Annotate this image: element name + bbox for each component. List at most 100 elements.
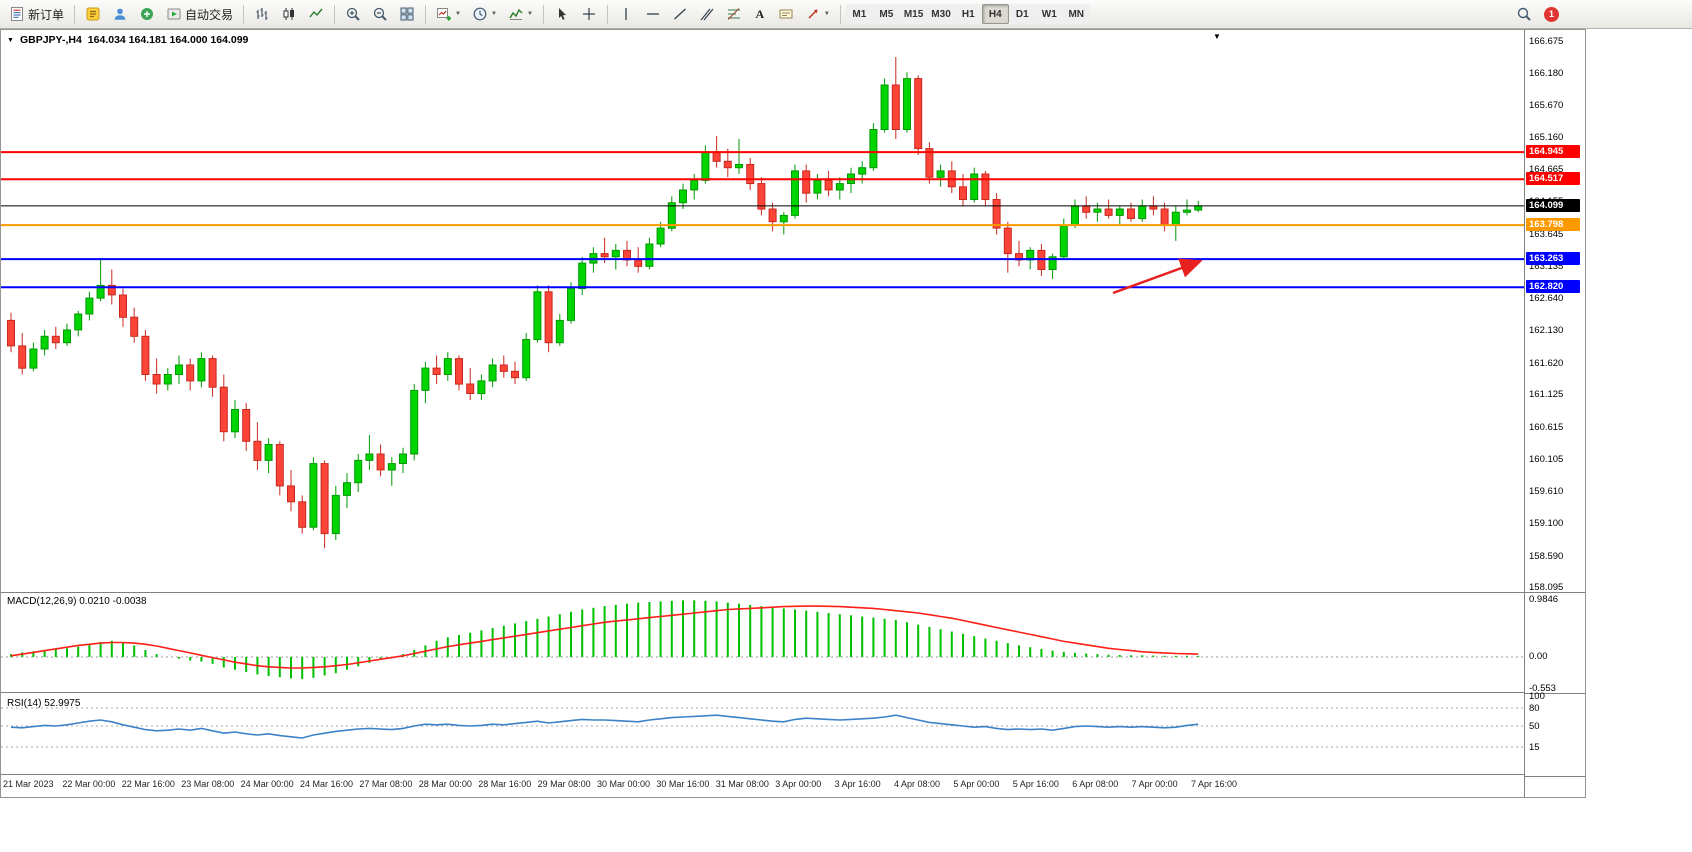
toolbar-separator <box>425 4 427 24</box>
price-tick: 159.610 <box>1529 485 1564 497</box>
channel-button[interactable] <box>694 3 720 26</box>
price-tick: 166.675 <box>1529 36 1564 47</box>
timeframe-h4[interactable]: H4 <box>981 4 1009 24</box>
panel-separator <box>1525 693 1585 694</box>
macd-panel[interactable] <box>1 592 1524 692</box>
macd-tick: 0.9846 <box>1529 594 1559 605</box>
dropdown-caret: ▼ <box>823 11 830 17</box>
search-button[interactable] <box>1511 3 1537 26</box>
rsi-tick: 15 <box>1529 742 1540 753</box>
price-tick: 165.670 <box>1529 100 1564 111</box>
candlesticks-button[interactable] <box>276 3 302 26</box>
price-chart[interactable] <box>1 30 1524 592</box>
price-tick: 158.590 <box>1529 550 1564 562</box>
time-label: 22 Mar 00:00 <box>62 779 116 789</box>
time-label: 28 Mar 00:00 <box>418 779 472 789</box>
tile-windows-button[interactable] <box>394 3 420 26</box>
text-button[interactable]: A <box>748 3 772 26</box>
price-scale[interactable]: 166.675166.180165.670165.160164.665164.1… <box>1524 30 1585 797</box>
text-label-button[interactable] <box>773 3 799 26</box>
macd-tick: -0.553 <box>1529 683 1556 694</box>
dropdown-caret: ▼ <box>526 11 533 17</box>
timeframe-h1[interactable]: H1 <box>954 4 982 24</box>
price-line-label: 163.263 <box>1526 252 1580 266</box>
zoom-out-button[interactable] <box>367 3 393 26</box>
horizontal-line-icon <box>646 13 659 15</box>
new-order-icon <box>11 7 23 21</box>
price-tick: 162.640 <box>1529 292 1564 304</box>
time-label: 30 Mar 16:00 <box>656 779 710 789</box>
chart-shift-marker[interactable]: ▼ <box>1213 32 1221 41</box>
bar-chart-button[interactable] <box>249 3 275 26</box>
zoom-in-button[interactable] <box>340 3 366 26</box>
toolbar-separator <box>334 4 336 24</box>
timeframe-m5[interactable]: M5 <box>872 4 900 24</box>
price-line-label: 164.945 <box>1526 145 1580 159</box>
new-order-button[interactable]: 新订单 <box>4 3 69 26</box>
fibonacci-icon <box>727 8 740 20</box>
time-label: 24 Mar 16:00 <box>300 779 354 789</box>
timeframe-d1[interactable]: D1 <box>1008 4 1036 24</box>
search-icon <box>1517 7 1531 21</box>
vertical-line-button[interactable] <box>613 3 639 26</box>
cursor-button[interactable] <box>549 3 575 26</box>
zoom-out-icon <box>373 7 387 21</box>
trendline-button[interactable] <box>667 3 693 26</box>
new-chart-icon <box>437 8 452 21</box>
new-order-label: 新订单 <box>28 7 65 22</box>
new-chart-button[interactable]: ▼ <box>431 3 466 26</box>
price-tick: 166.180 <box>1529 67 1564 79</box>
indicators-button[interactable]: ▼ <box>503 3 538 26</box>
time-label: 28 Mar 16:00 <box>478 779 532 789</box>
timeframe-mn[interactable]: MN <box>1062 4 1090 24</box>
timeframe-w1[interactable]: W1 <box>1035 4 1063 24</box>
macd-label: MACD(12,26,9) 0.0210 -0.0038 <box>7 596 147 607</box>
market-button[interactable] <box>134 3 160 26</box>
time-axis[interactable]: 21 Mar 2023 22 Mar 00:00 22 Mar 16:00 23 Ma… <box>1 774 1524 794</box>
autotrading-button[interactable]: 自动交易 <box>161 3 238 26</box>
text-label-icon <box>779 9 793 19</box>
toolbar-separator <box>606 4 608 24</box>
main-toolbar: 新订单 自动交易 <box>0 0 1692 29</box>
bar-chart-icon <box>256 8 268 20</box>
timeframe-bar: M1 M5 M15 M30 H1 H4 D1 W1 MN <box>845 4 1090 24</box>
trendline-icon <box>673 8 686 20</box>
market-icon <box>141 8 154 20</box>
time-label: 21 Mar 2023 <box>3 779 54 789</box>
arrows-button[interactable]: ▼ <box>800 3 835 26</box>
price-tick: 160.105 <box>1529 454 1564 466</box>
metaeditor-icon <box>86 7 100 21</box>
rsi-panel[interactable] <box>1 692 1524 774</box>
indicators-icon <box>509 8 523 20</box>
price-line-label: 162.820 <box>1526 280 1580 294</box>
time-label: 27 Mar 08:00 <box>359 779 413 789</box>
community-button[interactable] <box>107 3 133 26</box>
toolbar-separator <box>839 4 841 24</box>
period-button[interactable]: ▼ <box>467 3 502 26</box>
timeframe-m30[interactable]: M30 <box>927 4 955 24</box>
cursor-icon <box>558 8 566 20</box>
chart-window: ▼ GBPJPY-,H4 164.034 164.181 164.000 164… <box>0 29 1586 798</box>
notification-badge[interactable]: 1 <box>1544 6 1559 22</box>
time-label: 30 Mar 00:00 <box>597 779 651 789</box>
timeframe-m15[interactable]: M15 <box>899 4 928 24</box>
annotation-arrow[interactable] <box>1112 258 1203 295</box>
tile-windows-icon <box>400 7 414 21</box>
chart-menu-arrow[interactable]: ▼ <box>7 36 14 44</box>
current-price-label: 164.099 <box>1526 198 1580 212</box>
line-chart-button[interactable] <box>303 3 329 26</box>
price-tick: 163.135 <box>1529 261 1564 273</box>
price-tick: 159.100 <box>1529 518 1564 529</box>
fibonacci-button[interactable] <box>721 3 747 26</box>
time-label: 6 Apr 08:00 <box>1072 779 1119 789</box>
panel-separator <box>1525 776 1585 777</box>
timeframe-m1[interactable]: M1 <box>845 4 873 24</box>
zoom-in-icon <box>346 7 360 21</box>
price-tick: 162.130 <box>1529 325 1564 337</box>
time-label: 5 Apr 00:00 <box>953 779 1000 789</box>
crosshair-button[interactable] <box>576 3 602 26</box>
metaeditor-button[interactable] <box>80 3 106 26</box>
horizontal-line-button[interactable] <box>640 3 666 26</box>
dropdown-caret: ▼ <box>455 11 461 17</box>
chart-ohlc: 164.034 164.181 164.000 164.099 <box>87 34 249 46</box>
